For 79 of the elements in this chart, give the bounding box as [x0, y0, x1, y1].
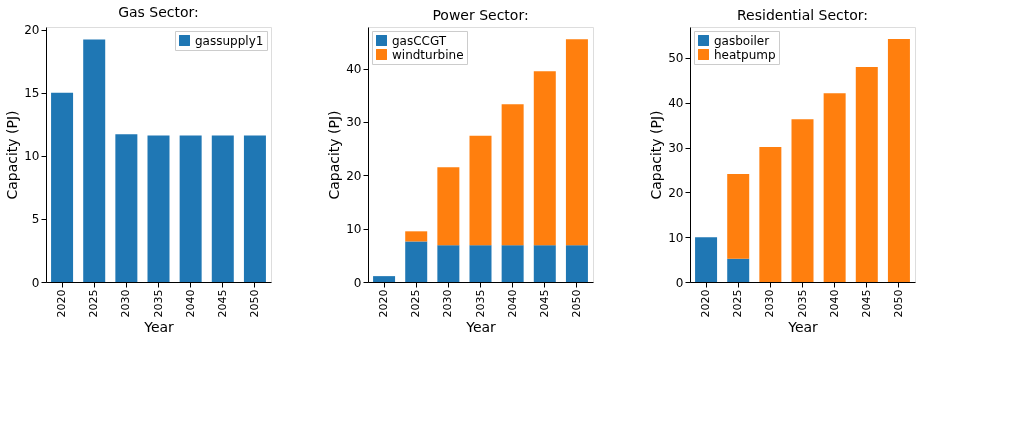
- x-tick-label: 2030: [763, 289, 777, 318]
- bar: [405, 231, 428, 242]
- y-axis-title: Capacity (PJ): [4, 110, 21, 200]
- bar: [791, 119, 814, 282]
- y-tick-label: 10: [24, 149, 40, 164]
- bar: [695, 237, 718, 282]
- y-tick-label: 30: [668, 141, 684, 156]
- x-tick-label: 2050: [891, 289, 905, 318]
- x-tick-label: 2050: [569, 289, 583, 318]
- legend-label: windturbine: [392, 47, 464, 62]
- bar: [147, 135, 170, 282]
- bar: [727, 173, 750, 259]
- x-tick-label: 2035: [473, 289, 487, 318]
- bar: [533, 71, 556, 246]
- bar: [437, 245, 460, 282]
- bar: [501, 245, 524, 282]
- y-tick-label: 20: [24, 23, 40, 38]
- y-tick-label: 40: [668, 96, 684, 111]
- legend-label: gasCCGT: [392, 33, 447, 48]
- y-axis-title: Capacity (PJ): [326, 110, 343, 200]
- bar: [823, 93, 846, 282]
- y-tick-label: 0: [353, 275, 362, 290]
- x-tick-label: 2040: [505, 289, 519, 318]
- bar: [405, 241, 428, 282]
- x-tick-label: 2045: [859, 289, 873, 318]
- bar: [83, 39, 106, 282]
- x-tick-label: 2030: [441, 289, 455, 318]
- x-tick-label: 2025: [87, 289, 101, 318]
- y-tick-label: 30: [346, 115, 362, 130]
- bar: [211, 135, 234, 282]
- legend-label: gasboiler: [714, 33, 770, 48]
- x-axis-title: Year: [787, 319, 819, 336]
- bar: [437, 167, 460, 246]
- bar: [469, 135, 492, 246]
- x-tick-label: 2025: [731, 289, 745, 318]
- x-tick-label: 2045: [537, 289, 551, 318]
- bar: [373, 276, 396, 282]
- bar: [727, 258, 750, 282]
- x-tick-label: 2040: [827, 289, 841, 318]
- x-tick-label: 2035: [151, 289, 165, 318]
- bar: [501, 104, 524, 246]
- x-tick-label: 2035: [795, 289, 809, 318]
- bar: [759, 147, 782, 282]
- bar: [887, 39, 910, 282]
- y-tick-label: 20: [668, 185, 684, 200]
- x-tick-label: 2020: [699, 289, 713, 318]
- bar: [51, 92, 74, 282]
- chart-title: Gas Sector:: [118, 3, 199, 20]
- y-tick-label: 0: [31, 275, 40, 290]
- y-axis-title: Capacity (PJ): [648, 110, 665, 200]
- x-tick-label: 2050: [247, 289, 261, 318]
- chart-title: Residential Sector:: [736, 7, 869, 23]
- x-tick-label: 2020: [377, 289, 391, 318]
- y-tick-label: 20: [346, 168, 362, 183]
- y-tick-label: 15: [24, 86, 40, 101]
- bar: [243, 135, 266, 282]
- x-axis-title: Year: [143, 319, 175, 336]
- x-tick-label: 2020: [55, 289, 69, 318]
- legend-label: heatpump: [714, 47, 776, 62]
- y-tick-label: 10: [668, 230, 684, 245]
- y-tick-label: 40: [346, 62, 362, 77]
- y-tick-label: 0: [675, 275, 684, 290]
- x-tick-label: 2045: [215, 289, 229, 318]
- legend-label: gassupply1: [195, 33, 264, 48]
- y-tick-label: 10: [346, 222, 362, 237]
- bar: [533, 245, 556, 282]
- x-tick-label: 2040: [183, 289, 197, 318]
- chart-title: Power Sector:: [432, 7, 529, 23]
- bar: [855, 66, 878, 282]
- x-axis-title: Year: [465, 319, 497, 336]
- bar: [565, 39, 588, 246]
- y-tick-label: 50: [668, 51, 684, 66]
- bar: [469, 245, 492, 282]
- x-tick-label: 2030: [119, 289, 133, 318]
- x-tick-label: 2025: [409, 289, 423, 318]
- bar: [565, 245, 588, 282]
- y-tick-label: 5: [31, 212, 40, 227]
- bar: [179, 135, 202, 282]
- bar: [115, 134, 138, 282]
